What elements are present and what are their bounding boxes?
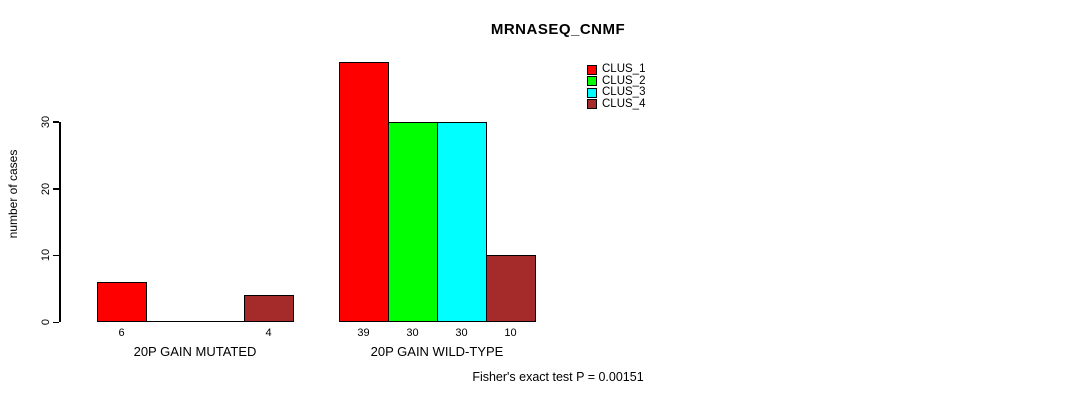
- bar-value-label: 30: [455, 327, 468, 339]
- legend-swatch-clus-2: [587, 76, 597, 87]
- bar-value-label: 10: [504, 327, 517, 339]
- legend-label: CLUS_2: [602, 74, 646, 87]
- bar-zero-clus_3-group1: [195, 321, 245, 322]
- bar-value-label: 30: [406, 327, 419, 339]
- bar-value-label: 39: [357, 327, 370, 339]
- legend-label: CLUS_1: [602, 63, 646, 75]
- bar-clus_3-group2: [437, 122, 487, 322]
- legend-swatch-clus-4: [587, 99, 597, 110]
- y-axis-tick: [53, 321, 59, 323]
- category-label-group2: 20P GAIN WILD-TYPE: [370, 344, 504, 359]
- y-tick-label: 0: [40, 318, 52, 326]
- bar-value-label: 6: [118, 327, 125, 339]
- legend-label: CLUS_3: [602, 86, 646, 98]
- y-axis-tick: [53, 188, 59, 190]
- y-axis-tick: [53, 254, 59, 257]
- bar-value-label: 4: [265, 327, 272, 339]
- legend-item: CLUS_1: [587, 63, 646, 76]
- legend-item: CLUS_2: [587, 74, 646, 88]
- legend: CLUS_1 CLUS_2 CLUS_3 CLUS_4: [587, 63, 646, 111]
- bar-clus_1-group1: [97, 282, 147, 322]
- chart-title: MRNASEQ_CNMF: [490, 21, 626, 38]
- y-tick-label: 20: [40, 182, 52, 195]
- y-tick-label: 10: [40, 249, 52, 262]
- bar-zero-clus_2-group1: [146, 321, 196, 322]
- bar-clus_4-group1: [244, 295, 294, 322]
- fisher-test-annotation: Fisher's exact test P = 0.00151: [472, 370, 644, 384]
- category-label-group1: 20P GAIN MUTATED: [133, 344, 257, 359]
- y-axis-tick: [53, 121, 59, 123]
- legend-swatch-clus-1: [587, 64, 597, 75]
- legend-swatch-clus-3: [587, 87, 597, 98]
- legend-item: CLUS_4: [587, 97, 646, 111]
- bar-clus_1-group2: [339, 62, 389, 322]
- bar-clus_2-group2: [388, 122, 438, 322]
- legend-item: CLUS_3: [587, 86, 646, 99]
- y-axis-line: [59, 122, 61, 322]
- legend-label: CLUS_4: [602, 97, 646, 110]
- bar-clus_4-group2: [486, 255, 536, 322]
- y-tick-label: 30: [40, 115, 52, 129]
